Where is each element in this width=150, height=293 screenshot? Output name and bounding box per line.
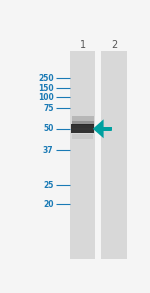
Bar [71,124,94,133]
Text: 100: 100 [38,93,54,102]
Text: 50: 50 [43,124,54,133]
Bar [72,116,94,125]
Text: 25: 25 [43,181,54,190]
Text: 75: 75 [43,104,54,113]
Text: 150: 150 [38,84,54,93]
Text: 1: 1 [80,40,86,50]
Bar [72,121,94,128]
Bar [101,51,127,258]
Bar [72,125,94,130]
Bar [72,134,93,139]
Text: 37: 37 [43,146,54,155]
Text: 20: 20 [43,200,54,209]
Text: 2: 2 [111,40,117,50]
Bar [70,51,95,258]
FancyArrow shape [96,123,112,134]
Text: 250: 250 [38,74,54,83]
